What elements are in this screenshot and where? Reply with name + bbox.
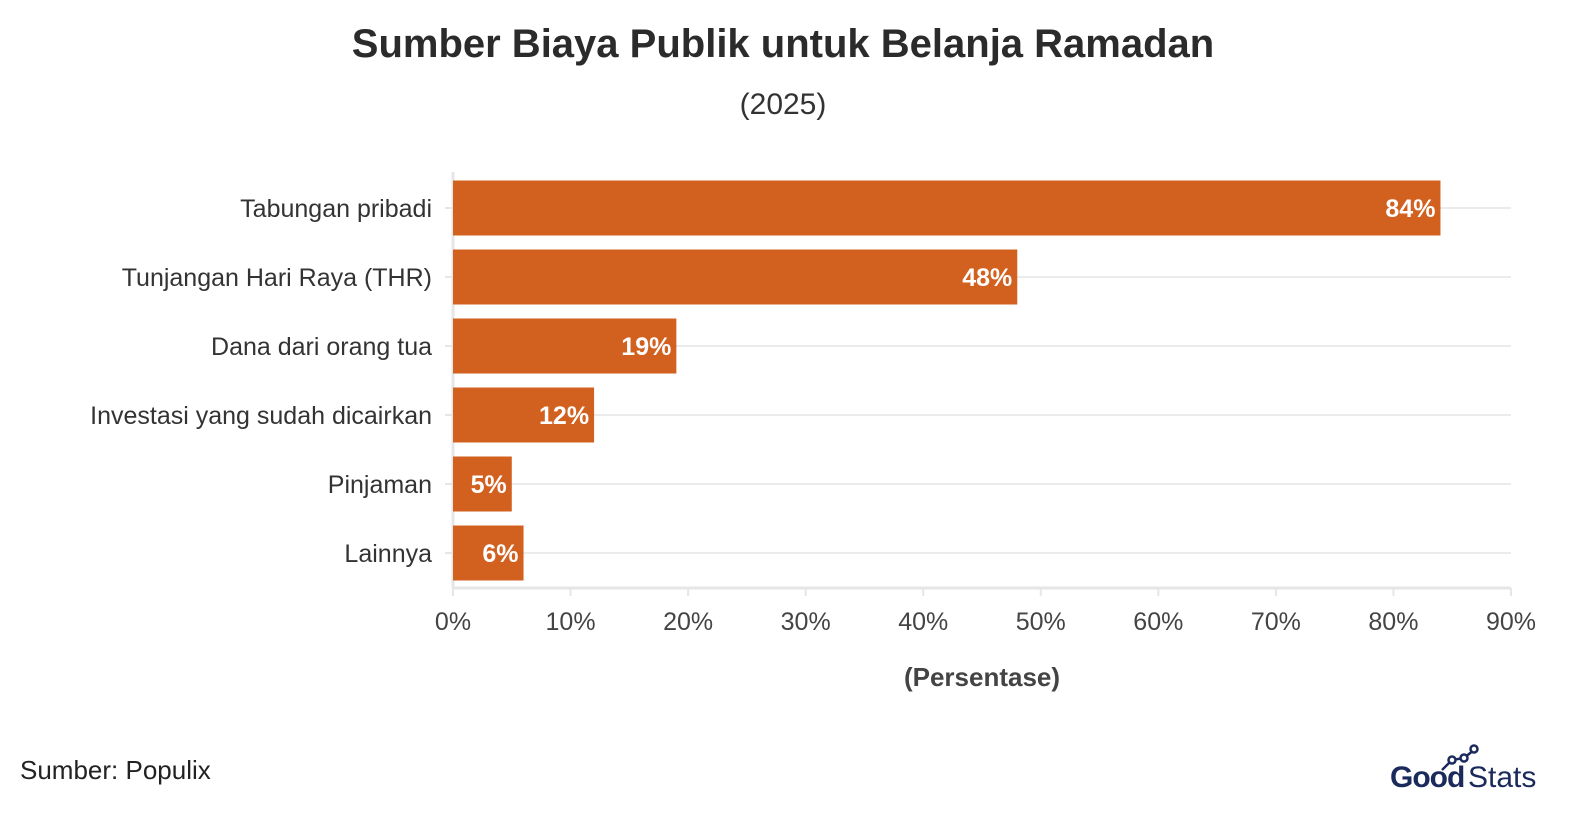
data-label: 5% xyxy=(471,471,507,499)
x-tick-label: 60% xyxy=(1133,608,1183,636)
data-label: 6% xyxy=(482,540,518,568)
y-tick-label: Dana dari orang tua xyxy=(211,333,432,361)
x-tick-label: 10% xyxy=(546,608,596,636)
x-axis-label: (Persentase) xyxy=(904,662,1060,692)
x-tick-label: 20% xyxy=(663,608,713,636)
y-tick-label: Tabungan pribadi xyxy=(240,195,432,223)
chart-title: Sumber Biaya Publik untuk Belanja Ramada… xyxy=(351,22,1215,66)
x-tick-label: 80% xyxy=(1368,608,1418,636)
bar xyxy=(453,456,512,512)
source-note: Sumber: Populix xyxy=(20,755,211,785)
bar xyxy=(453,180,1441,236)
x-tick-label: 70% xyxy=(1251,608,1301,636)
svg-text:Stats: Stats xyxy=(1468,761,1536,792)
y-tick-label: Lainnya xyxy=(344,540,432,568)
x-tick-label: 90% xyxy=(1486,608,1536,636)
data-label: 12% xyxy=(539,402,589,430)
data-label: 19% xyxy=(621,333,671,361)
y-tick-label: Tunjangan Hari Raya (THR) xyxy=(122,264,432,292)
x-tick-label: 40% xyxy=(898,608,948,636)
data-label: 48% xyxy=(962,264,1012,292)
y-tick-label: Pinjaman xyxy=(328,471,432,499)
chart-subtitle: (2025) xyxy=(739,88,827,121)
bar xyxy=(453,525,524,581)
y-tick-label: Investasi yang sudah dicairkan xyxy=(90,402,432,430)
x-tick-label: 50% xyxy=(1016,608,1066,636)
goodstats-logo: Good Stats xyxy=(1390,744,1536,792)
bar xyxy=(453,249,1018,305)
bar xyxy=(453,387,595,443)
x-tick-label: 0% xyxy=(435,608,471,636)
svg-text:Good: Good xyxy=(1390,761,1464,792)
x-tick-label: 30% xyxy=(781,608,831,636)
data-label: 84% xyxy=(1385,195,1435,223)
bar xyxy=(453,318,677,374)
